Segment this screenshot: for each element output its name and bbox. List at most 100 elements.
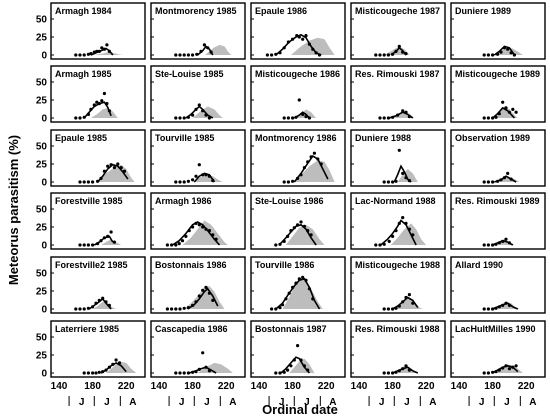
data-point [191,53,195,57]
data-point [201,109,205,113]
y-tick-label: 0 [41,178,47,189]
panel-title: Epaule 1985 [55,133,107,143]
panel-title: Duniere 1988 [355,133,411,143]
data-point [178,180,182,184]
panel-8: Misticougeche 1986 [250,65,346,123]
data-point [482,243,486,247]
data-point [89,52,93,56]
data-point [178,116,182,120]
panel-frame [450,192,546,250]
data-point [86,180,90,184]
data-point [306,229,310,233]
data-point [282,116,286,120]
data-point [378,116,382,120]
data-point [78,53,82,57]
panel-frame [450,256,546,314]
data-point [394,370,398,374]
data-point [504,237,508,241]
data-point [191,225,195,229]
panel-9: Res. Rimouski 1987 [350,65,446,123]
data-point [174,243,178,247]
shaded-area [282,277,323,309]
x-tick-label: 140 [251,381,268,392]
data-point [201,288,205,292]
panel-title: Duniere 1989 [455,6,511,16]
data-point [502,176,506,180]
data-point [94,301,98,305]
data-point [491,370,495,374]
data-point [201,351,205,355]
y-tick-label: 50 [36,142,48,153]
panel-frame [150,2,246,60]
panel-title: Laterriere 1985 [55,324,119,334]
data-point [404,221,408,225]
data-point [291,116,295,120]
data-point [306,160,310,164]
data-point [102,169,106,173]
y-tick-label: 50 [36,333,48,344]
data-point [391,115,395,119]
data-point [209,50,213,54]
data-point [407,368,411,372]
data-point [191,113,195,117]
data-point [197,367,201,371]
data-point [374,53,378,57]
data-point [274,243,278,247]
shaded-area [97,164,135,182]
data-point [499,178,503,182]
x-axis-4: 140 180 220 J J A [351,381,437,408]
data-point [174,180,178,184]
data-point [100,46,104,50]
panel-29: Res. Rimouski 1988 [350,320,446,378]
month-label: J [79,397,85,408]
panel-frame [250,256,346,314]
panel-frame [350,320,446,378]
data-point [282,46,286,50]
panel-6: Armagh 1985 0 25 50 [36,65,146,125]
panel-frame [150,320,246,378]
data-point [182,53,186,57]
data-point [386,371,390,375]
data-point [296,223,300,227]
shaded-area [184,286,225,309]
data-point [78,180,82,184]
data-point [97,370,101,374]
panel-frame [350,2,446,60]
data-point [204,113,208,117]
fitted-curve [187,287,219,310]
data-point [107,109,111,113]
data-point [174,116,178,120]
panel-title: Lac-Normand 1988 [355,196,436,206]
panel-title: Ste-Louise 1985 [155,69,224,79]
data-point [286,116,290,120]
data-point [286,234,290,238]
x-tick-label: 180 [84,381,101,392]
data-point [194,221,198,225]
data-point [295,34,299,38]
month-label: J [479,397,485,408]
panel-7: Ste-Louise 1985 [150,65,246,123]
panel-title: Armagh 1984 [55,6,112,16]
panel-title: LacHultMilles 1990 [455,324,536,334]
data-point [107,303,111,307]
data-point [191,178,195,182]
panel-title: Misticougeche 1986 [255,69,340,79]
data-point [311,47,315,51]
data-point [304,34,308,38]
data-point [207,369,211,373]
panel-title: Allard 1990 [455,260,503,270]
data-point [194,300,198,304]
data-point [394,49,398,54]
panel-title: Misticougeche 1988 [355,260,440,270]
data-point [482,307,486,311]
data-point [497,368,501,372]
panel-frame [50,2,146,60]
data-point [382,371,386,375]
data-point [78,116,82,120]
data-point [78,307,82,311]
data-point [91,180,95,184]
panel-frame [150,129,246,187]
data-point [486,371,490,375]
panel-frame [350,192,446,250]
